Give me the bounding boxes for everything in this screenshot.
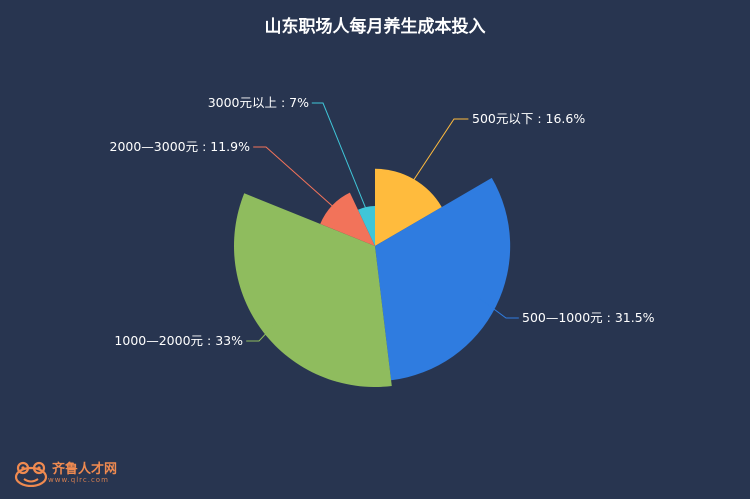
rose-slice [375,168,442,246]
rose-slice [375,177,511,381]
logo-url: www.qlrc.com [48,476,109,484]
rose-slice [357,206,375,246]
rose-slice [320,192,375,246]
leader-line [477,296,519,319]
leader-line [246,318,281,342]
slice-label: 500—1000元 : 31.5% [522,310,655,325]
slice-label: 500元以下 : 16.6% [472,111,585,126]
slice-label: 2000—3000元 : 11.9% [110,139,251,154]
rose-slice [234,193,392,387]
site-logo: 齐鲁人才网 www.qlrc.com [14,461,117,487]
slice-label: 3000元以上 : 7% [208,95,309,110]
leader-line [253,146,339,212]
logo-text: 齐鲁人才网 [52,462,118,477]
leader-line [407,118,469,190]
leader-line [311,102,369,214]
slice-label: 1000—2000元 : 33% [114,333,243,348]
frog-logo-icon [14,461,48,487]
chart-title: 山东职场人每月养生成本投入 [264,17,486,37]
